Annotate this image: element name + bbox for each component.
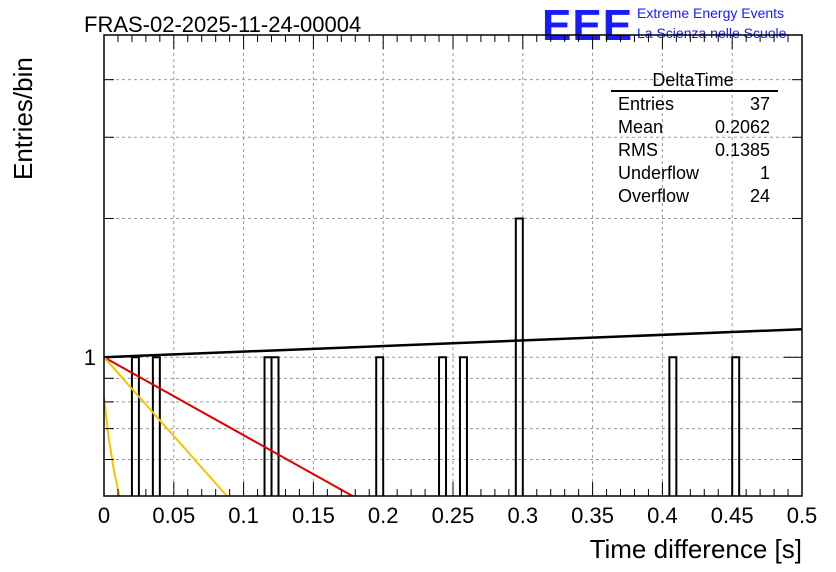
histogram-bin	[151, 356, 161, 496]
eee-logo: EEE	[542, 1, 633, 50]
stats-value-overflow: 24	[750, 186, 770, 206]
x-tick-label: 0.45	[711, 503, 754, 528]
histogram-bin	[130, 356, 140, 496]
logo-line-2: La Scienza nelle Scuole	[637, 25, 787, 41]
plot-frame	[103, 34, 803, 497]
histogram-bin	[438, 356, 448, 496]
stats-value-underflow: 1	[760, 163, 770, 183]
fit-black	[103, 327, 803, 359]
y-axis-title: Entries/bin	[8, 57, 38, 180]
x-tick-label: 0.4	[647, 503, 678, 528]
y-tick-label: 1	[84, 345, 96, 370]
x-tick-label: 0.5	[787, 503, 818, 528]
histogram-bin	[270, 356, 280, 496]
stats-label-entries: Entries	[618, 94, 674, 114]
run-title: FRAS-02-2025-11-24-00004	[84, 12, 361, 37]
histogram-bin	[731, 356, 741, 496]
stats-value-entries: 37	[750, 94, 770, 114]
logo-line-1: Extreme Energy Events	[637, 5, 784, 21]
stats-label-rms: RMS	[618, 140, 658, 160]
x-tick-labels: 0 0.05 0.1 0.15 0.2 0.25 0.3 0.35 0.4 0.45 0.5	[98, 503, 817, 528]
fit-red	[103, 356, 353, 497]
x-tick-label: 0.15	[292, 503, 335, 528]
histogram-bin	[458, 356, 468, 496]
fit-yellow-1	[103, 356, 228, 497]
plot-border	[103, 34, 803, 497]
x-tick-label: 0.05	[152, 503, 195, 528]
fit-yellow-2	[103, 396, 121, 497]
histogram-bin	[514, 217, 524, 496]
fit-lines	[103, 327, 803, 497]
stats-label-mean: Mean	[618, 117, 663, 137]
x-tick-label: 0.2	[368, 503, 399, 528]
x-tick-label: 0.35	[571, 503, 614, 528]
x-tick-label: 0.1	[228, 503, 259, 528]
x-axis-title: Time difference [s]	[590, 534, 802, 564]
stats-label-underflow: Underflow	[618, 163, 700, 183]
grid	[104, 35, 802, 496]
stats-title: DeltaTime	[652, 70, 733, 90]
x-tick-label: 0.25	[432, 503, 475, 528]
x-tick-label: 0	[98, 503, 110, 528]
stats-value-mean: 0.2062	[715, 117, 770, 137]
stats-label-overflow: Overflow	[618, 186, 690, 206]
stats-box: DeltaTime Entries 37 Mean 0.2062 RMS 0.1…	[611, 70, 778, 206]
x-tick-label: 0.3	[508, 503, 539, 528]
histogram-bin	[668, 356, 678, 496]
stats-value-rms: 0.1385	[715, 140, 770, 160]
histogram-bin	[375, 356, 385, 496]
y-tick-labels: 1	[84, 345, 96, 370]
histogram-bins	[130, 217, 741, 496]
